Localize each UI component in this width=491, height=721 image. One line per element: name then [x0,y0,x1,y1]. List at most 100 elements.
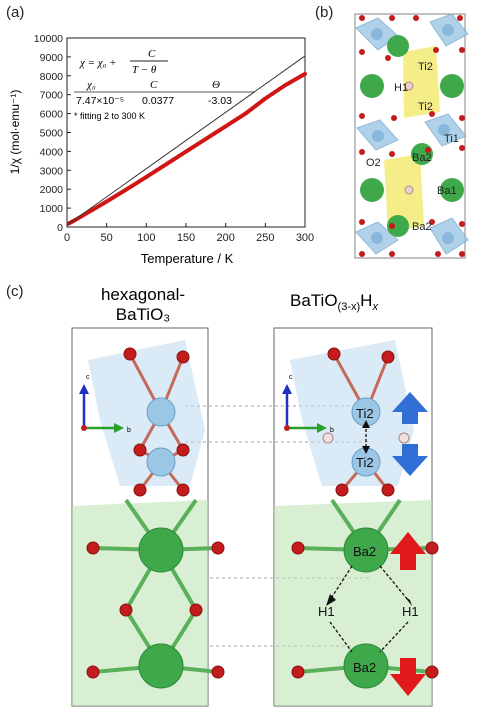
formula-numerator: C [148,48,156,60]
x-tick-label: 0 [64,232,70,244]
y-tick-label: 10000 [34,33,63,45]
ti-atom [371,28,383,40]
label-h1-left-c: H1 [318,604,335,619]
label-ba2-top-c: Ba2 [353,544,376,559]
label-ti2-top-c: Ti2 [356,406,374,421]
ti1-octahedron [355,17,399,51]
y-tick-label: 4000 [40,146,64,158]
ti-atom [371,232,383,244]
plot-frame [66,37,306,228]
right-cell-frame [273,327,433,707]
ba-atom [440,178,464,202]
chart-annotation: χ = χ₀ + C T − θ χ₀ C Θ 7.47×10⁻⁵ 0.0377… [74,48,255,121]
ti1-octahedron [356,119,399,151]
label-h1-right-c: H1 [402,604,419,619]
left-title-line1: hexagonal- [101,285,185,304]
ba-atom [387,215,409,237]
label-ti2-mid: Ti2 [418,101,433,113]
table-value-theta: -3.03 [208,95,232,107]
ti-atom [438,124,450,136]
ba-up-arrow [390,532,426,570]
axis-b-label-right: b [330,427,334,434]
ti-atom-left-bottom [146,447,176,477]
label-ba2-bottom: Ba2 [412,221,432,233]
y-tick-label: 8000 [40,71,64,83]
ti-octahedra-left [88,340,205,486]
x-tick-label: 150 [177,232,195,244]
hydride-path-heads [326,420,412,606]
ba-atom [360,178,384,202]
label-ba1: Ba1 [437,185,457,197]
ti-up-arrow [392,392,428,424]
h-atoms-right [322,432,410,444]
hydride-paths [329,424,409,653]
ba-atom-right-bottom [343,643,389,689]
ti-atom-left-top [146,397,176,427]
bonds-right [332,353,390,491]
panel-label-b: (b) [315,4,334,21]
ba-bonds-left [92,498,219,674]
x-tick-label: 100 [137,232,155,244]
y-tick-label: 2000 [40,184,64,196]
axis-b-label: b [127,427,131,434]
label-ti2-top: Ti2 [418,61,433,73]
label-h1: H1 [394,82,408,94]
formula-denominator: T − θ [132,64,157,76]
x-axis-label: Temperature / K [141,251,234,266]
y-tick-label: 1000 [40,203,64,215]
label-ba2-top: Ba2 [412,152,432,164]
h-face-sharing-unit [384,154,424,232]
axis-c-label: c [86,374,90,381]
ba-atom [411,143,433,165]
series-measured [66,71,307,226]
y-tick-label: 3000 [40,165,64,177]
ti-atom-right-bottom [351,447,381,477]
ba-atom-left-bottom [138,643,184,689]
ba-down-arrow [390,658,426,696]
o-atoms-right [291,347,439,679]
table-header-theta: Θ [212,79,220,91]
x-tick-label: 250 [256,232,274,244]
label-ti2-bottom-c: Ti2 [356,455,374,470]
ba-polyhedra-left [72,500,208,706]
ba-polyhedra-right [274,500,432,706]
axis-c-label-right: c [289,374,293,381]
y-tick-label: 7000 [40,90,64,102]
y-tick-label: 6000 [40,109,64,121]
ti-atom-right-top [351,397,381,427]
ti-octahedra-right [290,340,414,486]
ba-atom [360,74,384,98]
unit-cell-box [354,13,466,259]
label-ti1: Ti1 [444,133,459,145]
y-tick-label: 9000 [40,52,64,64]
h-atom [404,81,414,91]
x-tick-label: 300 [296,232,314,244]
ba-atom [387,35,409,57]
ti1-octahedron [429,13,469,47]
formula-lhs: χ = χ₀ + [79,57,117,69]
ba-atom [440,74,464,98]
h-face-sharing-unit [403,46,440,118]
series-fit [66,55,306,226]
ti-atom [442,232,454,244]
ba-bonds-right [297,498,433,674]
label-ba2-bottom-c: Ba2 [353,660,376,675]
axis-triad-right: c b [282,374,334,434]
o-atoms [359,15,465,257]
y-axis-label: 1/χ (mol·emu⁻¹) [8,90,22,175]
y-tick-label: 0 [57,222,63,234]
table-value-c: 0.0377 [142,95,174,107]
panel-label-a: (a) [6,4,25,21]
x-tick-label: 200 [216,232,234,244]
ti1-octahedron [355,221,399,255]
h-atom [404,185,414,195]
fit-note: * fitting 2 to 300 K [74,111,145,121]
y-tick-label: 5000 [40,128,64,140]
table-header-c: C [150,79,158,91]
label-o2: O2 [366,157,381,169]
ti1-octahedron [429,217,469,255]
panel-label-c: (c) [6,283,24,300]
